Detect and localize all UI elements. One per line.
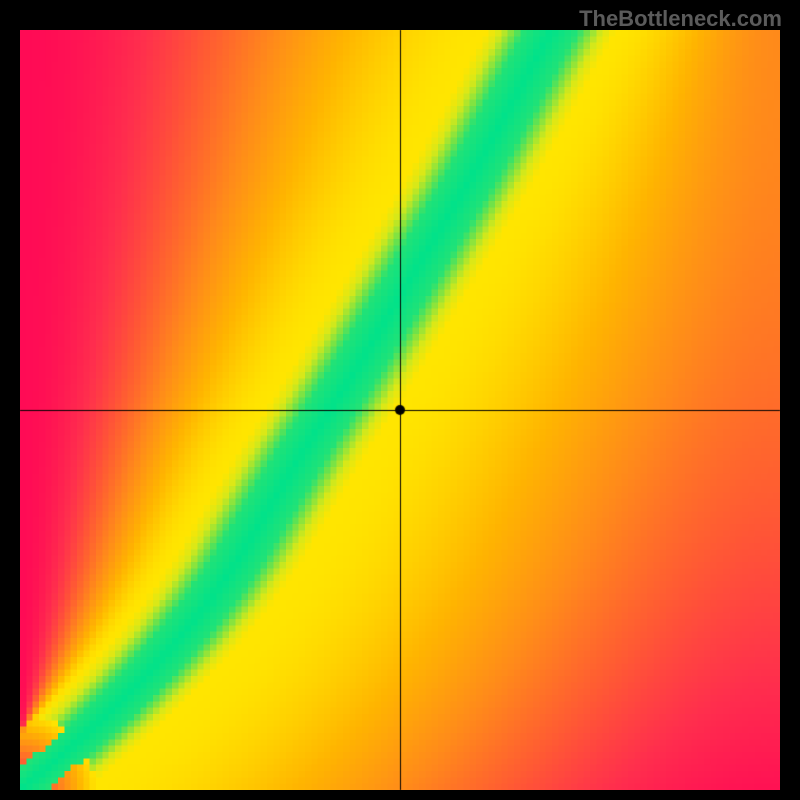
chart-container: TheBottleneck.com	[0, 0, 800, 800]
crosshair-overlay	[0, 0, 800, 800]
